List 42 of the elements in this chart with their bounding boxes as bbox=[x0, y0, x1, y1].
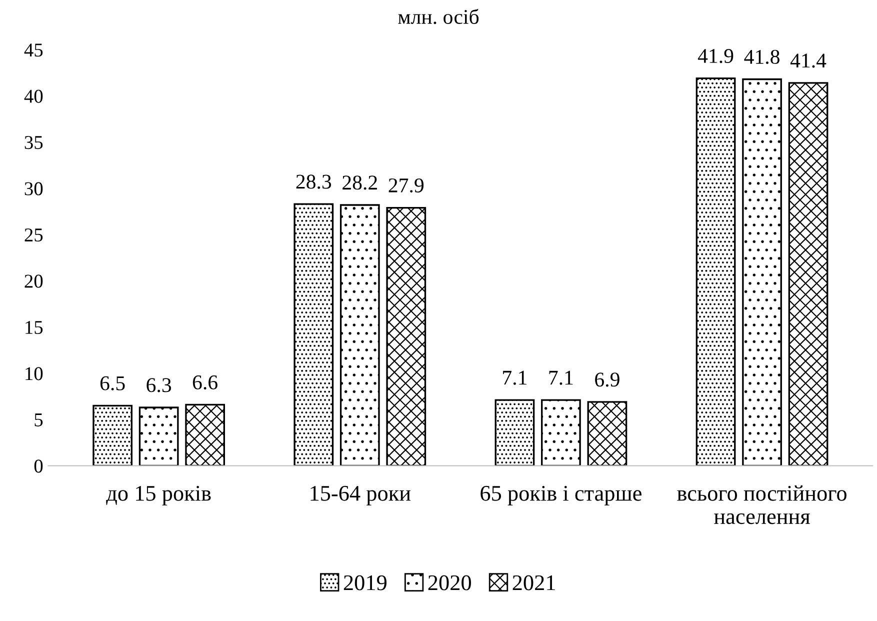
data-label: 28.3 bbox=[296, 174, 332, 189]
data-label: 27.9 bbox=[388, 178, 424, 193]
bar bbox=[742, 78, 782, 466]
bar bbox=[696, 78, 736, 466]
x-tick-label: всього постійного населення bbox=[677, 485, 846, 524]
y-tick-label: 10 bbox=[26, 367, 43, 380]
bar bbox=[541, 399, 581, 466]
y-tick-label: 0 bbox=[34, 460, 43, 473]
bar bbox=[185, 404, 226, 466]
y-tick-label: 30 bbox=[24, 182, 43, 196]
bar bbox=[494, 399, 535, 466]
data-label: 7.1 bbox=[503, 370, 526, 385]
data-label: 6.5 bbox=[100, 376, 125, 390]
data-label: 7.1 bbox=[549, 370, 573, 385]
data-label: 6.6 bbox=[192, 375, 218, 390]
data-label: 41.9 bbox=[698, 49, 734, 64]
bar bbox=[788, 82, 828, 466]
data-label: 6.3 bbox=[146, 378, 172, 392]
bar bbox=[340, 204, 380, 466]
y-tick-label: 20 bbox=[24, 274, 43, 288]
bar bbox=[587, 401, 628, 466]
y-tick-label: 25 bbox=[24, 228, 43, 242]
legend-label: 2021 bbox=[512, 575, 555, 590]
legend-label: 2020 bbox=[428, 575, 471, 590]
data-label: 41.4 bbox=[790, 54, 826, 68]
x-tick-label: до 15 років bbox=[106, 486, 211, 506]
y-tick-label: 5 bbox=[34, 414, 43, 426]
y-tick-label: 15 bbox=[26, 320, 43, 334]
data-label: 6.9 bbox=[595, 372, 620, 387]
bar bbox=[138, 406, 179, 466]
x-tick-label: 65 років і старше bbox=[480, 486, 642, 506]
chart-title: млн. осіб bbox=[398, 8, 479, 24]
legend-label: 2019 bbox=[344, 575, 386, 590]
x-tick-label: 15-64 роки bbox=[310, 486, 411, 506]
bar bbox=[294, 203, 334, 466]
y-tick-label: 35 bbox=[24, 136, 43, 150]
bar bbox=[386, 206, 426, 466]
y-tick-label: 45 bbox=[24, 44, 43, 57]
bar bbox=[92, 404, 133, 466]
data-label: 41.8 bbox=[744, 50, 780, 64]
y-tick-label: 40 bbox=[24, 90, 43, 103]
data-label: 28.2 bbox=[342, 176, 377, 190]
